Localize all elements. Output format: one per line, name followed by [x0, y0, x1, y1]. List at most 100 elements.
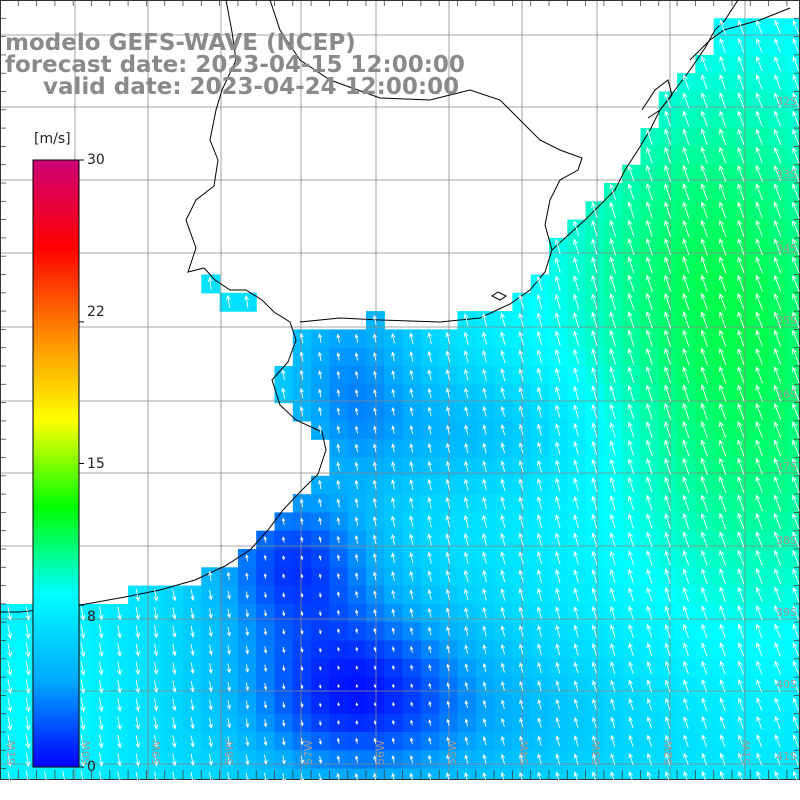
- wind-arrow: [591, 771, 597, 780]
- wind-arrow: [318, 333, 322, 343]
- wind-arrow: [773, 146, 782, 164]
- wind-arrow: [773, 201, 782, 219]
- wind-arrow: [481, 312, 488, 327]
- wind-arrow: [701, 55, 708, 72]
- wind-arrow: [482, 349, 487, 363]
- wind-arrow: [482, 569, 487, 583]
- wind-arrow: [773, 347, 782, 365]
- wind-arrow: [391, 719, 395, 725]
- wind-arrow: [591, 605, 598, 620]
- wind-arrow: [774, 752, 781, 766]
- wind-arrow: [445, 607, 451, 618]
- wind-arrow: [737, 679, 744, 693]
- wind-arrow: [718, 256, 727, 274]
- wind-arrow: [591, 440, 598, 456]
- wind-arrow: [482, 606, 487, 619]
- wind-arrow: [573, 735, 579, 747]
- wind-arrow: [701, 697, 708, 711]
- wind-arrow: [427, 496, 432, 509]
- wind-arrow: [755, 128, 763, 146]
- wind-arrow: [536, 587, 542, 601]
- wind-arrow: [718, 329, 727, 347]
- wind-arrow: [153, 753, 159, 767]
- wind-arrow: [500, 625, 506, 637]
- wind-arrow: [537, 624, 542, 638]
- wind-arrow: [244, 294, 250, 308]
- wind-arrow: [135, 661, 141, 676]
- wind-arrow: [755, 311, 763, 329]
- wind-arrow: [682, 183, 690, 201]
- wind-arrow: [518, 514, 524, 528]
- wind-arrow: [755, 238, 763, 256]
- wind-arrow: [482, 735, 487, 746]
- wind-arrow: [500, 331, 506, 346]
- wind-arrow: [609, 256, 617, 274]
- wind-arrow: [774, 19, 781, 35]
- wind-arrow: [700, 512, 708, 530]
- field-cell: [292, 768, 312, 780]
- wind-arrow: [428, 664, 432, 671]
- wind-arrow: [336, 388, 341, 397]
- wind-arrow: [482, 771, 487, 780]
- wind-arrow: [245, 736, 250, 747]
- wind-arrow: [427, 607, 432, 618]
- wind-arrow: [135, 716, 141, 731]
- wind-arrow: [719, 734, 726, 748]
- wind-arrow: [755, 56, 763, 72]
- longitude-label: 59W: [150, 740, 163, 765]
- wind-arrow: [719, 752, 726, 766]
- wind-arrow: [536, 606, 542, 620]
- wind-arrow: [226, 772, 232, 780]
- wind-arrow: [773, 165, 782, 182]
- wind-arrow: [664, 679, 671, 693]
- colorbar-unit: [m/s]: [34, 131, 71, 147]
- wind-arrow: [573, 698, 579, 710]
- wind-arrow: [391, 407, 396, 416]
- wind-arrow: [482, 588, 487, 601]
- wind-arrow: [755, 549, 763, 566]
- wind-arrow: [25, 624, 31, 640]
- wind-arrow: [609, 532, 616, 547]
- wind-arrow: [737, 642, 745, 657]
- wind-arrow: [792, 128, 800, 145]
- wind-arrow: [737, 37, 745, 53]
- wind-arrow: [518, 606, 524, 619]
- wind-arrow: [628, 734, 634, 747]
- wind-arrow: [427, 369, 432, 381]
- wind-arrow: [792, 147, 800, 164]
- wind-arrow: [592, 679, 597, 692]
- wind-arrow: [427, 772, 432, 780]
- wind-arrow: [555, 459, 561, 473]
- wind-arrow: [391, 351, 396, 362]
- wind-arrow: [665, 752, 671, 766]
- wind-arrow: [792, 366, 800, 384]
- wind-arrow: [354, 553, 359, 562]
- wind-arrow: [464, 754, 469, 764]
- wind-arrow: [645, 329, 653, 347]
- wind-arrow: [718, 311, 727, 329]
- wind-arrow: [116, 716, 122, 731]
- wind-arrow: [628, 716, 634, 729]
- wind-arrow: [282, 592, 286, 598]
- wind-arrow: [756, 770, 761, 780]
- wind-arrow: [755, 366, 763, 384]
- wind-arrow: [664, 201, 672, 219]
- wind-arrow: [792, 219, 800, 237]
- wind-arrow: [792, 110, 800, 127]
- wind-arrow: [609, 274, 617, 292]
- wind-arrow: [554, 238, 561, 255]
- wind-arrow: [282, 628, 286, 635]
- wind-arrow: [409, 460, 414, 472]
- wind-arrow: [282, 536, 286, 543]
- wind-arrow: [719, 37, 726, 53]
- wind-arrow: [463, 349, 469, 363]
- wind-arrow: [664, 384, 672, 402]
- wind-arrow: [664, 660, 671, 675]
- wind-arrow: [372, 333, 377, 343]
- wind-arrow: [391, 665, 395, 671]
- wind-arrow: [299, 406, 304, 417]
- wind-arrow: [355, 702, 359, 706]
- wind-arrow: [701, 770, 707, 780]
- field-cell: [786, 292, 800, 312]
